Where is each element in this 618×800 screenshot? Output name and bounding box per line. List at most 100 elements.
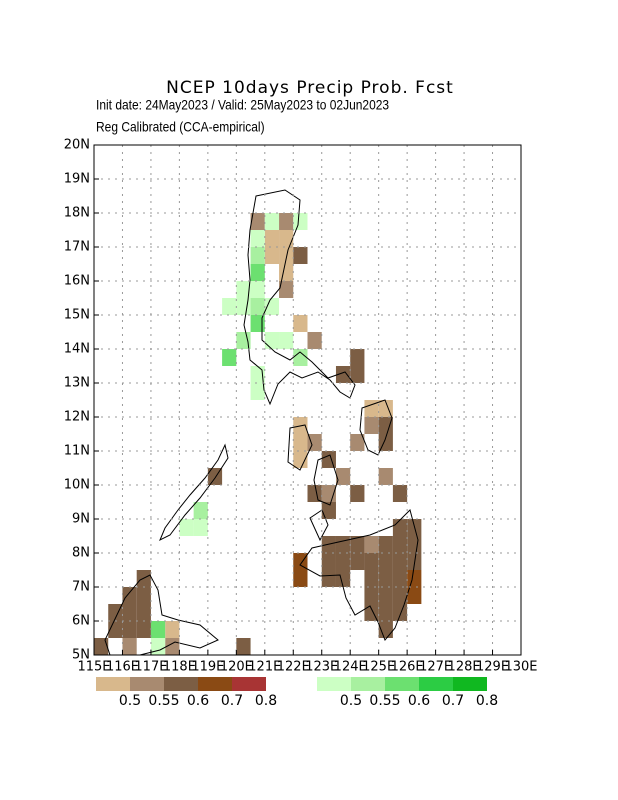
grid-cell (364, 553, 379, 570)
grid-cell (335, 536, 351, 553)
y-tick-label: 7N (72, 580, 90, 595)
grid-cell (279, 332, 294, 349)
y-tick-label: 10N (64, 478, 90, 493)
colorbar-swatch (232, 677, 266, 691)
grid-cell (293, 247, 308, 264)
colorbar-swatch (198, 677, 232, 691)
y-tick-label: 15N (64, 308, 90, 323)
x-tick-label: 128E (448, 660, 481, 675)
grid-cell (321, 502, 336, 519)
grid-cell (264, 230, 280, 247)
grid-cell (236, 281, 251, 298)
grid-cell (350, 366, 365, 383)
grid-cell (350, 349, 365, 366)
grid-cell (150, 638, 166, 655)
grid-cell (392, 570, 408, 587)
colorbar-label: 0.8 (255, 693, 277, 709)
grid-cell (378, 553, 393, 570)
x-tick-label: 117E (134, 660, 167, 675)
x-tick-label: 122E (277, 660, 310, 675)
grid-cell (293, 315, 308, 332)
grid-cell (293, 553, 308, 570)
grid-cell (307, 434, 322, 451)
grid-cell (94, 638, 109, 655)
grid-cell (307, 485, 322, 502)
grid-cell (193, 502, 208, 519)
grid-cell (264, 247, 280, 264)
grid-cell (378, 400, 393, 417)
grid-cell (264, 332, 280, 349)
grid-cell (250, 315, 265, 332)
grid-cell (407, 536, 422, 553)
colorbar-swatch (130, 677, 164, 691)
grid-cell (136, 621, 151, 638)
colorbar-label: 0.55 (148, 693, 179, 709)
grid-cell (364, 570, 379, 587)
x-tick-label: 123E (305, 660, 338, 675)
colorbar-label: 0.7 (221, 693, 243, 709)
x-tick-label: 121E (248, 660, 281, 675)
y-tick-label: 13N (64, 376, 90, 391)
grid-cell (378, 536, 393, 553)
x-tick-label: 124E (334, 660, 367, 675)
y-tick-label: 5N (72, 648, 90, 663)
grid-cell (222, 349, 237, 366)
grid-cell (150, 621, 166, 638)
grid-cell (335, 570, 351, 587)
grid-cell (136, 587, 151, 604)
grid-cell (364, 400, 379, 417)
colorbar-swatch (317, 677, 351, 691)
y-tick-label: 11N (64, 444, 90, 459)
grid-cell (364, 587, 379, 604)
grid-cell (122, 587, 137, 604)
grid-cell (279, 230, 294, 247)
grid-cell (293, 213, 308, 230)
colorbar-label: 0.8 (476, 693, 498, 709)
y-tick-label: 17N (64, 240, 90, 255)
x-tick-label: 125E (362, 660, 395, 675)
coastline (104, 189, 419, 656)
y-tick-label: 14N (64, 342, 90, 357)
y-tick-label: 8N (72, 546, 90, 561)
y-tick-label: 9N (72, 512, 90, 527)
grid-cell (250, 298, 265, 315)
y-tick-label: 6N (72, 614, 90, 629)
colorbar-swatch (419, 677, 453, 691)
colorbar-label: 0.5 (340, 693, 362, 709)
grid-cell (250, 383, 265, 400)
grid-cell (264, 298, 280, 315)
grid-cell (165, 621, 180, 638)
note: Reg Calibrated (CCA-empirical) (96, 119, 265, 135)
title: NCEP 10days Precip Prob. Fcst (166, 78, 454, 98)
grid-cell (407, 570, 422, 587)
grid-cell (392, 604, 408, 621)
grid-cell (407, 553, 422, 570)
colorbar-label: 0.5 (119, 693, 141, 709)
grid-cell (321, 553, 336, 570)
grid-cell (222, 298, 237, 315)
grid-cell (364, 417, 379, 434)
grid-cell (179, 519, 194, 536)
x-tick-label: 129E (476, 660, 509, 675)
grid-cell (193, 519, 208, 536)
grid-cell (407, 587, 422, 604)
grid-cell (250, 230, 265, 247)
x-tick-label: 127E (419, 660, 452, 675)
grid-cell (392, 536, 408, 553)
grid-cell (293, 434, 308, 451)
x-tick-label: 119E (191, 660, 224, 675)
grid-cell (279, 281, 294, 298)
grid-cell (378, 604, 393, 621)
grid-cell (108, 604, 123, 621)
y-tick-label: 19N (64, 172, 90, 187)
colorbar-label: 0.55 (369, 693, 400, 709)
colorbar-swatch (385, 677, 419, 691)
grid-cell (122, 621, 137, 638)
grid-cell (335, 366, 351, 383)
x-tick-label: 130E (504, 660, 537, 675)
grid-cell (350, 485, 365, 502)
colorbar-swatch (453, 677, 487, 691)
grid-cell (236, 638, 251, 655)
grid-cell (250, 247, 265, 264)
